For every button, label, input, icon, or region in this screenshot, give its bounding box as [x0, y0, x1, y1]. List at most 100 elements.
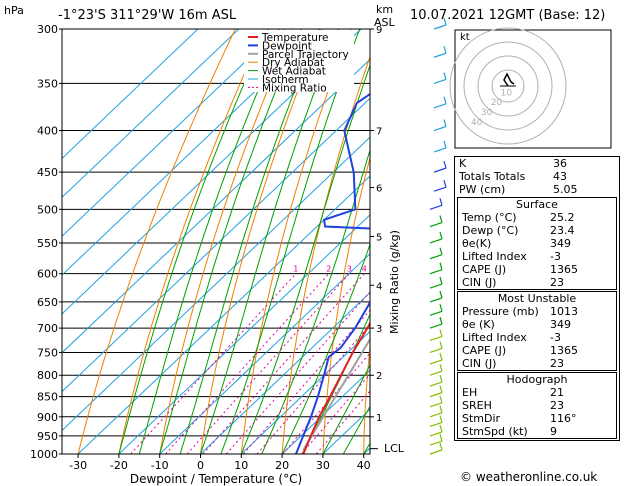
wind-barb-flag [439, 424, 443, 433]
legend-entry: Isotherm [262, 74, 309, 86]
km-tick-label: 9 [376, 25, 382, 36]
temperature-tick-label: 30 [316, 459, 330, 472]
index-label: Totals Totals [459, 170, 526, 183]
km-tick-label: 4 [376, 281, 382, 292]
km-tick-label: 7 [376, 127, 382, 138]
wind-barb-flag [439, 262, 443, 270]
legend-entry: Mixing Ratio [262, 82, 327, 94]
wind-barb-staff [433, 52, 447, 58]
index-value: 1365 [550, 263, 578, 276]
dry-adiabat-line [322, 156, 370, 454]
wind-barb-staff [429, 221, 443, 228]
wet-adiabat-line [322, 363, 370, 454]
index-label: SREH [462, 399, 492, 412]
wind-barb-staff [429, 269, 443, 275]
wind-barb-staff [429, 431, 443, 437]
hodograph-section: Hodograph EH 21 SREH 23 StmDir 116° StmSpd (kt… [457, 372, 617, 439]
wet-adiabat-line [342, 405, 370, 454]
temperature-tick-label: 20 [275, 459, 289, 472]
index-label: CAPE (J) [462, 344, 507, 357]
wind-barb-flag [439, 329, 443, 337]
index-row: Temp (°C) 25.2 [458, 211, 616, 224]
wind-barb-flag [439, 198, 443, 206]
index-value: 23 [550, 357, 564, 370]
index-row: CAPE (J) 1365 [458, 344, 616, 357]
wind-barb-staff [429, 335, 443, 342]
isotherm-line [62, 97, 370, 393]
index-label: Lifted Index [462, 250, 527, 263]
hodograph-ring-label: 20 [491, 98, 503, 108]
wind-barb-flag [439, 395, 443, 404]
km-tick-label: 3 [376, 324, 382, 335]
index-label: StmDir [462, 412, 501, 425]
wind-barb-flag [439, 385, 443, 393]
index-value: 43 [553, 170, 567, 183]
mixing-ratio-label: 10 [410, 265, 420, 274]
dry-adiabat-line [118, 29, 265, 454]
wind-barb-flag [443, 160, 447, 169]
hodograph-ring [463, 41, 553, 131]
wind-barb-flag [443, 140, 447, 149]
hodograph-unit: kt [460, 32, 470, 43]
pressure-tick-label: 300 [37, 23, 58, 36]
legend-entry: Wet Adiabat [262, 66, 326, 78]
wet-adiabat-line [159, 29, 302, 454]
wind-barb-flag [439, 341, 443, 349]
hodograph-ring-label: 40 [471, 118, 483, 128]
pressure-tick-label: 700 [37, 322, 58, 335]
index-value: 25.2 [550, 211, 575, 224]
isotherm-line [62, 136, 370, 432]
pressure-tick-label: 1000 [30, 448, 58, 461]
index-value: 23 [550, 276, 564, 289]
mixing-ratio-label: 4 [362, 265, 367, 274]
index-row: Lifted Index -3 [458, 250, 616, 263]
dry-adiabat-line [625, 29, 629, 454]
isotherm-line [77, 175, 370, 454]
wet-adiabat-line [302, 313, 370, 454]
temperature-tick-label: 40 [357, 459, 371, 472]
index-row: CIN (J) 23 [458, 357, 616, 370]
wind-barb-flag [439, 415, 443, 423]
legend-background [244, 30, 354, 92]
index-label: K [459, 157, 467, 170]
wind-barb-flag [439, 276, 443, 285]
index-value: -3 [550, 250, 561, 263]
wind-barb-staff [429, 347, 443, 354]
index-label: Lifted Index [462, 331, 527, 344]
pressure-tick-label: 600 [37, 268, 58, 281]
temperature-line [302, 321, 370, 454]
wind-barb-flag [439, 231, 443, 240]
index-label: θe (K) [462, 318, 495, 331]
hpa-label: hPa [4, 4, 24, 17]
mixing-ratio-line [202, 273, 365, 454]
wind-barb-staff [433, 186, 447, 192]
index-label: CIN (J) [462, 276, 497, 289]
index-row: StmDir 116° [458, 412, 616, 425]
wind-barb-staff [433, 147, 447, 153]
km-label: km [376, 3, 393, 16]
temperature-tick-label: -20 [110, 459, 128, 472]
mixing-ratio-label: 1 [293, 265, 298, 274]
index-value: 21 [550, 386, 564, 399]
dry-adiabat-line [200, 29, 323, 454]
km-tick-label: 1 [376, 413, 382, 424]
index-row: StmSpd (kt) 9 [458, 425, 616, 438]
wind-barb-flag [443, 180, 447, 188]
mixing-ratio-line [165, 273, 330, 454]
isotherm-line [62, 29, 362, 315]
plot-frame [61, 28, 371, 455]
wind-barb-staff [429, 402, 443, 408]
mixing-ratio-label: 2 [326, 265, 331, 274]
index-row: Totals Totals 43 [455, 170, 619, 183]
wind-barb-flag [443, 96, 447, 104]
km-tick-label: 2 [376, 371, 382, 382]
pressure-tick-label: 500 [37, 203, 58, 216]
index-value: 1365 [550, 344, 578, 357]
index-row: EH 21 [458, 386, 616, 399]
km-tick-label: 5 [376, 232, 382, 243]
isotherm-line [200, 291, 370, 454]
km-tick-label: 6 [376, 183, 382, 194]
wet-adiabat-line [261, 148, 370, 454]
